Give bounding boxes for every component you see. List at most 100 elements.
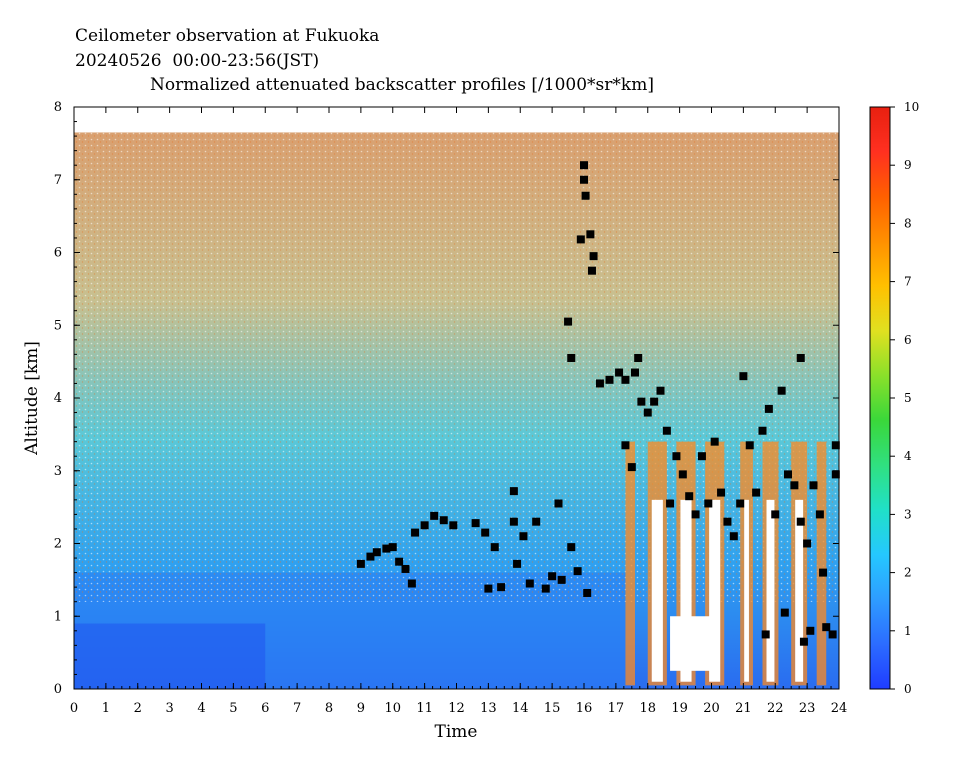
y-tick-label: 3 <box>54 464 62 479</box>
colorbar-tick-label: 6 <box>904 333 912 347</box>
x-tick-label: 6 <box>261 701 269 716</box>
cloud-base-point <box>557 575 566 584</box>
cloud-base-point <box>717 488 726 497</box>
colorbar-tick-label: 5 <box>904 391 912 405</box>
x-tick-label: 7 <box>293 701 301 716</box>
x-tick-label: 15 <box>544 701 561 716</box>
cloud-base-point <box>685 492 694 501</box>
cloud-base-point <box>513 559 522 568</box>
y-tick-label: 8 <box>54 100 62 115</box>
y-axis: 0 1 2 3 4 5 6 7 8 <box>54 100 839 697</box>
chart-title-line2: 20240526 00:00-23:56(JST) <box>75 51 319 71</box>
cloud-base-point <box>567 353 576 362</box>
cloud-base-point <box>831 470 840 479</box>
cloud-base-point <box>784 470 792 479</box>
cloud-base-point <box>595 379 604 388</box>
cloud-base-point <box>519 532 528 541</box>
cloud-base-point <box>806 626 815 635</box>
x-tick-label: 10 <box>384 701 401 716</box>
cloud-column <box>816 441 827 686</box>
x-tick-label: 20 <box>703 701 720 716</box>
y-tick-label: 7 <box>54 173 62 188</box>
cloud-column-core <box>680 499 692 682</box>
cloud-base-point <box>382 544 391 553</box>
cloud-base-point <box>548 572 557 581</box>
chart-title: Normalized attenuated backscatter profil… <box>150 75 654 95</box>
cloud-base-point <box>815 510 824 519</box>
colorbar-gradient <box>869 106 891 690</box>
x-tick-label: 13 <box>480 701 497 716</box>
cloud-base-point <box>471 519 480 528</box>
colorbar-tick-label: 2 <box>904 566 912 580</box>
cloud-base-point <box>615 368 624 377</box>
cloud-base-point <box>532 517 541 526</box>
cloud-column-core <box>795 499 804 682</box>
cloud-base-point <box>796 517 805 526</box>
x-tick-label: 18 <box>639 701 656 716</box>
cloud-base-point <box>356 559 365 568</box>
cloud-base-point <box>803 539 812 548</box>
cloud-base-point <box>828 630 837 639</box>
colorbar-tick-label: 8 <box>904 216 912 230</box>
cloud-base-point <box>831 441 840 450</box>
cloud-base-point <box>621 375 630 384</box>
colorbar-tick-label: 4 <box>904 449 912 463</box>
x-tick-label: 5 <box>229 701 237 716</box>
cloud-base-point <box>777 386 786 395</box>
cloud-base-point <box>573 567 582 576</box>
cloud-column <box>625 441 635 686</box>
x-tick-label: 11 <box>416 701 433 716</box>
cloud-base-point <box>736 499 745 508</box>
x-tick-label: 12 <box>448 701 465 716</box>
cloud-column-core <box>651 499 663 682</box>
cloud-base-point <box>525 579 534 588</box>
cloud-base-point <box>662 426 671 435</box>
x-tick-label: 22 <box>767 701 784 716</box>
y-tick-label: 2 <box>54 537 62 552</box>
cloud-base-point <box>739 372 748 381</box>
cloud-base-point <box>691 510 700 519</box>
plot-area <box>73 106 840 690</box>
cloud-base-point <box>761 630 770 639</box>
x-tick-label: 3 <box>165 701 173 716</box>
x-tick-label: 0 <box>70 701 78 716</box>
y-tick-label: 6 <box>54 246 62 261</box>
x-tick-label: 1 <box>102 701 110 716</box>
cloud-base-point <box>643 408 652 417</box>
cloud-base-point <box>484 584 493 593</box>
colorbar-tick-label: 0 <box>904 682 912 696</box>
cloud-base-point <box>764 404 773 413</box>
x-tick-label: 4 <box>197 701 205 716</box>
cloud-base-point <box>407 579 416 588</box>
x-axis-title: Time <box>435 722 478 742</box>
colorbar: 0 1 2 3 4 5 6 7 8 9 10 <box>869 100 919 696</box>
cloud-base-point <box>564 317 573 326</box>
cloud-column-core <box>670 616 718 671</box>
cloud-base-point <box>395 557 404 566</box>
cloud-base-point <box>586 230 595 239</box>
cloud-base-point <box>411 528 420 537</box>
x-tick-label: 8 <box>325 701 333 716</box>
cloud-column-core <box>744 499 749 682</box>
cloud-base-point <box>729 532 738 541</box>
cloud-base-point <box>576 235 585 244</box>
cloud-base-point <box>580 161 588 170</box>
x-tick-label: 14 <box>512 701 529 716</box>
cloud-base-point <box>581 191 590 200</box>
cloud-base-point <box>420 521 429 530</box>
x-tick-label: 21 <box>735 701 752 716</box>
cloud-base-point <box>627 463 636 472</box>
cloud-base-point <box>723 517 732 526</box>
cloud-base-point <box>583 588 592 597</box>
cloud-base-point <box>704 499 713 508</box>
x-tick-label: 16 <box>576 701 593 716</box>
cloud-base-point <box>439 516 448 525</box>
y-tick-label: 1 <box>54 609 62 624</box>
colorbar-tick-label: 1 <box>904 624 912 638</box>
cloud-base-point <box>509 517 518 526</box>
y-tick-label: 0 <box>54 682 62 697</box>
cloud-base-point <box>697 452 706 461</box>
colorbar-tick-label: 7 <box>904 275 912 289</box>
cloud-base-point <box>605 375 614 384</box>
cloud-base-point <box>678 470 687 479</box>
